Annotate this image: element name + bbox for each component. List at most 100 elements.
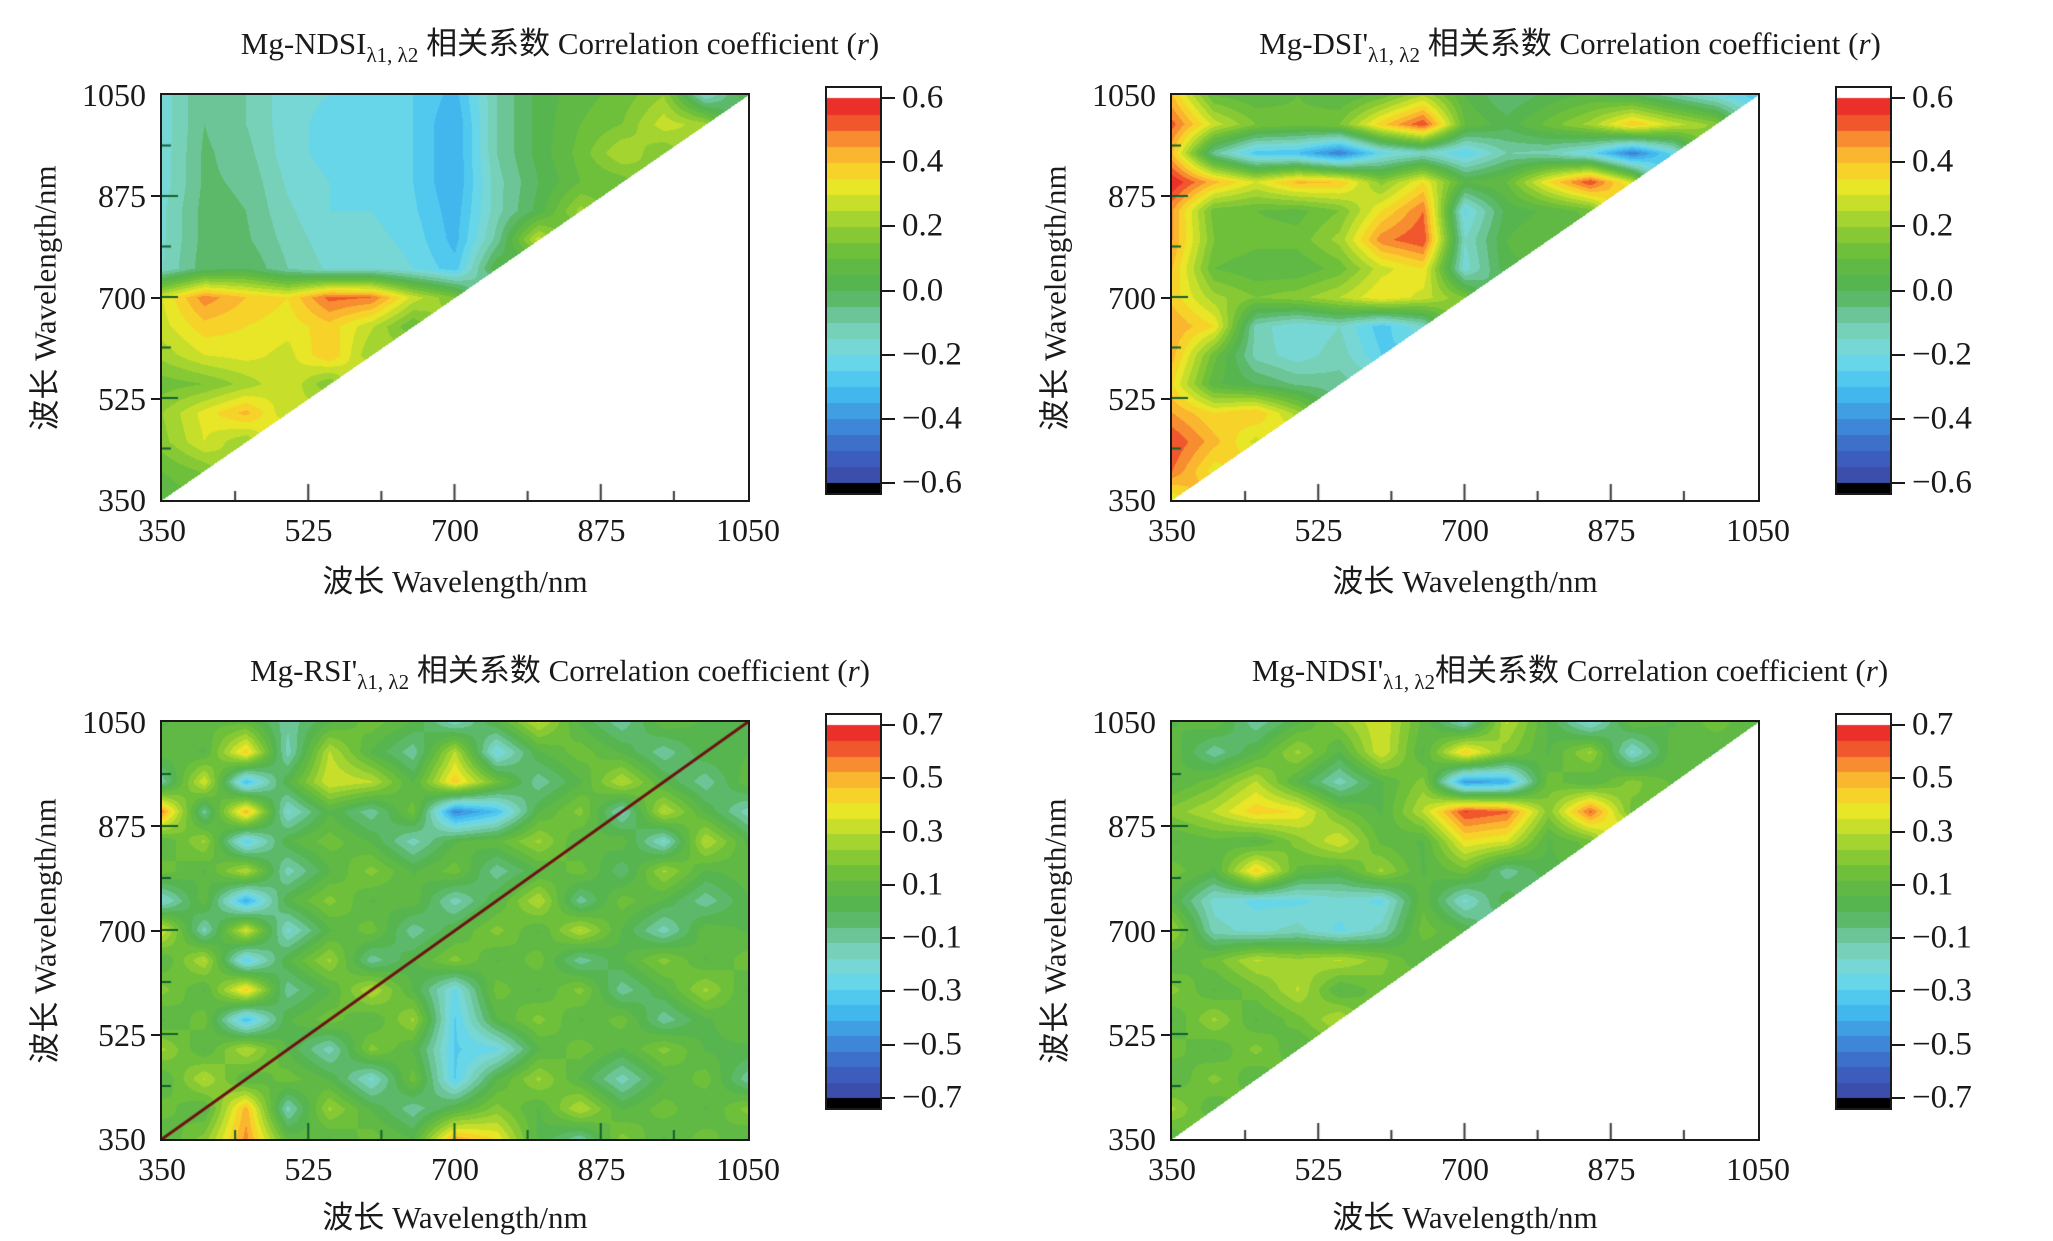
colorbar-tick-mark [1890,937,1905,940]
y-axis-tick-mark [1161,195,1170,198]
colorbar-tick-mark [880,777,895,780]
colorbar-mg-dsi-prime [1835,86,1892,495]
x-axis-label: 波长 Wavelength/nm [322,1200,588,1235]
colorbar-tick-label: −0.7 [1912,1079,1972,1116]
colorbar-tick-mark [1890,161,1905,164]
colorbar-tick-label: −0.4 [1912,400,1972,437]
colorbar-canvas [1837,715,1890,1108]
y-axis-tick-label: 1050 [1092,704,1156,740]
x-axis-tick-label: 350 [1148,512,1196,548]
colorbar-tick-label: −0.2 [1912,336,1972,373]
colorbar-tick-mark [880,482,895,484]
colorbar-tick-label: 0.6 [902,79,944,116]
y-axis-tick-mark [151,1033,160,1036]
x-axis-tick-label: 700 [431,1151,479,1187]
x-axis-tick-label: 700 [431,512,479,548]
title-r-symbol: r [856,26,869,61]
colorbar-tick-mark [1890,225,1905,228]
colorbar-tick-mark [1890,990,1905,993]
x-axis-tick-label: 525 [284,1151,333,1187]
colorbar-tick-label: 0.7 [902,706,944,743]
y-axis-tick-label: 700 [1108,279,1156,316]
title-text: 相关系数 Correlation coefficient ( [1435,653,1866,688]
y-axis-label: 波长 Wavelength/nm [1037,797,1073,1064]
x-axis-tick-label: 875 [577,512,626,548]
colorbar-tick-mark [880,724,895,726]
title-text: 相关系数 Correlation coefficient ( [409,653,848,688]
colorbar-canvas [1837,88,1890,493]
y-axis-tick-mark [1161,296,1170,299]
y-axis-tick-label: 350 [98,1121,146,1157]
y-axis-tick-label: 1050 [82,704,146,740]
y-axis-tick-label: 525 [98,1016,146,1053]
colorbar-tick-mark [880,830,895,833]
y-axis-tick-label: 350 [1108,1121,1156,1157]
y-axis-tick-mark [151,929,160,932]
title-close: ) [859,653,870,688]
colorbar-tick-mark [880,289,895,292]
colorbar-tick-mark [880,225,895,228]
title-r-symbol: r [847,653,860,688]
heatmap-plot-mg-dsi-prime [1170,93,1760,502]
colorbar-tick-mark [1890,482,1905,484]
colorbar-tick-label: −0.2 [902,336,962,373]
colorbar-tick-label: 0.0 [902,272,944,308]
title-close: ) [1870,26,1881,61]
y-axis-tick-label: 700 [98,912,146,949]
panel-title-mg-dsi-prime: Mg-DSI'λ1, λ2 相关系数 Correlation coefficie… [1259,18,1881,68]
y-axis-tick-label: 525 [1108,380,1156,417]
colorbar-mg-ndsi-prime [1835,713,1892,1110]
colorbar-tick-label: 0.4 [902,143,944,180]
colorbar-canvas [827,715,880,1108]
colorbar-tick-mark [1890,777,1905,780]
colorbar-tick-label: −0.5 [1912,1026,1972,1063]
colorbar-tick-label: 0.0 [1912,272,1954,308]
y-axis-tick-label: 1050 [82,77,146,113]
colorbar-tick-label: 0.4 [1912,143,1954,180]
y-axis-tick-label: 350 [1108,482,1156,518]
colorbar-tick-mark [1890,289,1905,292]
title-r-symbol: r [1858,26,1871,61]
heatmap-canvas-mg-dsi-prime [1172,95,1758,500]
y-axis-label: 波长 Wavelength/nm [27,797,63,1064]
y-axis-tick-label: 875 [98,808,146,845]
x-axis-tick-label: 875 [1587,1151,1636,1187]
y-axis-tick-label: 875 [98,178,146,215]
panel-title-mg-ndsi: Mg-NDSIλ1, λ2 相关系数 Correlation coefficie… [241,18,879,68]
colorbar-tick-label: 0.2 [1912,207,1954,244]
y-axis-tick-label: 525 [1108,1016,1156,1053]
colorbar-tick-label: 0.6 [1912,79,1954,116]
x-axis-label: 波长 Wavelength/nm [1332,1200,1598,1235]
colorbar-tick-label: −0.4 [902,400,962,437]
y-axis-tick-mark [151,825,160,828]
colorbar-tick-mark [1890,417,1905,420]
y-axis-tick-label: 875 [1108,808,1156,845]
y-axis-tick-mark [1161,397,1170,400]
colorbar-tick-mark [1890,883,1905,886]
x-axis-tick-label: 700 [1441,512,1489,548]
colorbar-tick-mark [1890,724,1905,726]
colorbar-tick-label: −0.6 [902,464,962,501]
x-axis-tick-label: 350 [138,512,186,548]
x-axis-tick-label: 1050 [716,1151,780,1187]
title-subscript: λ1, λ2 [357,670,410,694]
colorbar-tick-label: 0.1 [1912,866,1954,903]
colorbar-tick-label: −0.6 [1912,464,1972,501]
title-prefix: Mg-DSI' [1259,26,1369,61]
title-prefix: Mg-RSI' [250,653,358,688]
title-r-symbol: r [1865,653,1878,688]
y-axis-tick-label: 700 [1108,912,1156,949]
x-axis-tick-label: 525 [1294,1151,1343,1187]
heatmap-plot-mg-rsi-prime [160,720,750,1141]
x-axis-tick-label: 1050 [716,512,780,548]
y-axis-tick-mark [1161,929,1170,932]
colorbar-tick-label: −0.3 [1912,972,1972,1009]
x-axis-tick-label: 875 [577,1151,626,1187]
y-axis-tick-mark [151,296,160,299]
colorbar-tick-mark [880,417,895,420]
y-axis-tick-label: 875 [1108,178,1156,215]
y-axis-tick-label: 525 [98,380,146,417]
panel-title-mg-ndsi-prime: Mg-NDSI'λ1, λ2相关系数 Correlation coefficie… [1252,645,1888,695]
y-axis-tick-label: 700 [98,279,146,316]
